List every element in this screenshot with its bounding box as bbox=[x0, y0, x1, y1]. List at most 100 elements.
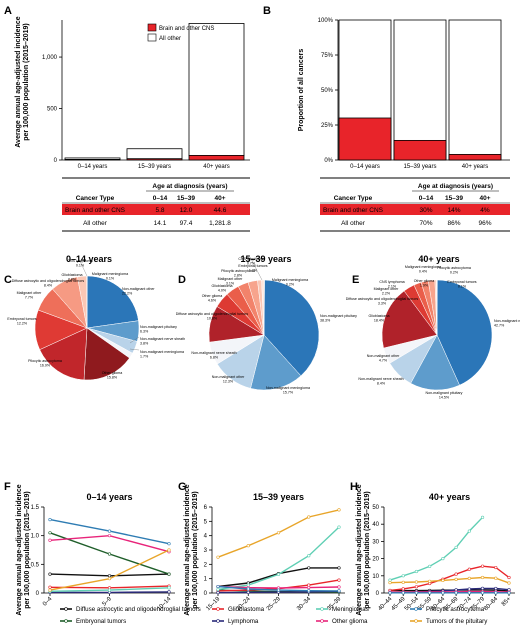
f-line-point bbox=[48, 588, 52, 592]
h-line-point bbox=[388, 578, 392, 582]
c-pie-slice-pct: 1.7% bbox=[140, 355, 149, 359]
d-pie-slice-label: Malignant other bbox=[218, 277, 244, 281]
c-pie-slice-pct: 2.8% bbox=[68, 278, 77, 282]
a-table-cell: 5.8 bbox=[155, 207, 164, 214]
g-line-point bbox=[246, 544, 250, 548]
c-pie-slice-pct: 12.2% bbox=[17, 322, 28, 326]
b-bar-all-other bbox=[448, 19, 502, 161]
g-line-y-tick-label: 1 bbox=[204, 577, 208, 583]
d-pie-slice-pct: 38.3% bbox=[320, 319, 331, 323]
d-pie-slice-label: CNS lymphoma bbox=[238, 257, 263, 261]
a-table-col-header: 40+ bbox=[214, 195, 225, 202]
g-line-point bbox=[307, 585, 311, 590]
e-pie-slice-pct: 4.7% bbox=[379, 359, 388, 363]
panel-letter-f: F bbox=[4, 481, 11, 493]
h-line-y-tick-label: 20 bbox=[372, 557, 379, 563]
g-line-series-line bbox=[217, 526, 340, 591]
f-line-y-tick-label: 1.0 bbox=[31, 534, 40, 540]
legend-marker bbox=[320, 619, 324, 623]
b-y-tick-label: 50% bbox=[321, 88, 334, 94]
f-line-point bbox=[107, 552, 112, 556]
e-pie-slice-pct: 8.4% bbox=[377, 382, 386, 386]
b-bar-all-other bbox=[393, 19, 447, 161]
h-line-y-tick-label: 30 bbox=[372, 539, 379, 545]
c-pie-slice bbox=[39, 327, 88, 381]
e-pie-slice-pct: 14.5% bbox=[439, 396, 450, 400]
panel-letter-h: H bbox=[350, 481, 358, 493]
e-pie-slice-label: Pilocytic astrocytoma bbox=[437, 266, 471, 270]
h-line-point bbox=[428, 591, 432, 595]
h-line-point bbox=[388, 591, 392, 595]
h-line-y-tick-label: 40 bbox=[372, 522, 379, 528]
h-line-point bbox=[467, 587, 471, 591]
d-pie-slice-pct: 6.8% bbox=[210, 356, 219, 360]
d-pie-leader-line bbox=[249, 256, 263, 281]
b-table-col-header: 0–14 bbox=[419, 195, 434, 202]
e-pie-slice-pct: 2.1% bbox=[388, 285, 397, 289]
b-y-tick-label: 25% bbox=[321, 123, 334, 129]
f-line-x-tick-label: 0–4 bbox=[42, 596, 54, 608]
b-table-cell: 96% bbox=[478, 220, 491, 227]
a-legend-swatch-brain bbox=[147, 23, 157, 32]
g-line-point bbox=[337, 566, 341, 570]
h-line-point bbox=[454, 545, 458, 550]
d-pie-slice-label: Pilocytic astrocytoma bbox=[221, 269, 255, 273]
panel-letter-e: E bbox=[352, 274, 359, 286]
d-pie-slice-label: Non-malignant other bbox=[212, 375, 245, 379]
f-line-point bbox=[48, 585, 52, 589]
a-y-tick-label: 1,000 bbox=[42, 55, 58, 61]
c-pie-slice-label: Glioblastoma bbox=[62, 273, 83, 277]
c-pie-slice-label: Non-malignant meningioma bbox=[140, 350, 184, 354]
h-line-point bbox=[494, 591, 498, 595]
c-pie-slice-label: Pilocytic astrocytoma bbox=[28, 359, 62, 363]
g-line-point bbox=[307, 554, 311, 558]
d-pie-slice-pct: 4.0% bbox=[218, 289, 227, 293]
b-table-cell: Brain and other CNS bbox=[323, 207, 384, 214]
g-line-point bbox=[337, 525, 341, 529]
h-line-point bbox=[401, 580, 405, 584]
e-pie-slice-label: Embryonal tumors bbox=[447, 280, 476, 284]
f-line-point bbox=[48, 538, 52, 542]
b-bar-brain-cns bbox=[448, 153, 502, 161]
legend-label: Tumors of the pituitary bbox=[426, 618, 488, 625]
a-table-col-header: Cancer Type bbox=[76, 195, 115, 202]
f-line-point bbox=[167, 572, 171, 576]
legend-marker bbox=[414, 619, 418, 623]
d-pie-slice-pct: 3.1% bbox=[226, 282, 235, 286]
c-pie-title: 0–14 years bbox=[66, 254, 112, 264]
legend-label: Pilocytic astrocytoma bbox=[426, 606, 485, 613]
h-line-point bbox=[467, 591, 471, 595]
e-pie-slice-label: Non-malignant nerve sheath bbox=[358, 377, 403, 381]
c-pie-leader-line bbox=[129, 336, 140, 344]
a-table-header-group: Age at diagnosis (years) bbox=[152, 183, 227, 190]
d-pie-slice-pct: 15.7% bbox=[283, 391, 294, 395]
a-x-tick-label: 0–14 years bbox=[78, 164, 108, 170]
f-line-title: 0–14 years bbox=[86, 492, 132, 502]
legend-label: Other glioma bbox=[332, 618, 368, 625]
b-table-col-header: Cancer Type bbox=[334, 195, 373, 202]
h-line-point bbox=[480, 575, 485, 580]
c-pie-slice-pct: 15.8% bbox=[107, 376, 118, 380]
e-pie-title: 40+ years bbox=[418, 254, 459, 264]
f-line-point bbox=[167, 590, 171, 594]
f-line-series-line bbox=[49, 549, 170, 591]
f-line-point bbox=[48, 518, 52, 522]
a-legend-label-other: All other bbox=[159, 36, 181, 42]
g-line-point bbox=[216, 590, 220, 595]
a-legend-label-brain: Brain and other CNS bbox=[159, 26, 214, 32]
c-pie-slice-label: Malignant meningioma bbox=[92, 272, 128, 276]
a-table-cell: 1,281.8 bbox=[209, 220, 231, 227]
h-line-point bbox=[494, 565, 498, 570]
legend-label: Lymphoma bbox=[228, 618, 259, 625]
f-line-y-tick-label: 0 bbox=[36, 591, 40, 597]
h-line-y-tick-label: 50 bbox=[372, 505, 379, 511]
f-line-y-tick-label: 0.5 bbox=[31, 562, 40, 568]
c-pie-slice bbox=[86, 275, 139, 329]
h-line-point bbox=[467, 576, 471, 580]
e-pie-slice bbox=[410, 334, 460, 391]
g-line-y-tick-label: 2 bbox=[204, 562, 208, 568]
h-line-point bbox=[494, 586, 498, 591]
h-line-point bbox=[414, 569, 419, 574]
h-line-point bbox=[480, 564, 485, 568]
f-line-y-axis-title-line2: per 100,000 population (2015–2019) bbox=[24, 491, 31, 609]
